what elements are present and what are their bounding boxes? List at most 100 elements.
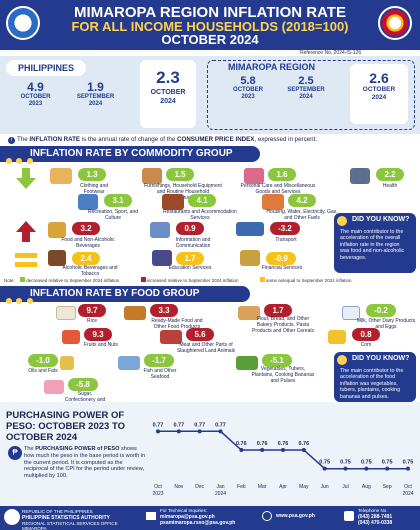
dyk-commodity-text: The main contributor to the acceleration… [334,227,416,273]
footer-email1[interactable]: mimaropa@psa.gov.ph [160,513,215,520]
ph-oct-2023: 4.9 OCTOBER 2023 [8,78,63,126]
footer-contact: For Technical Inquiries: mimaropa@psa.go… [160,508,270,526]
housing-icon [262,194,284,210]
def-pre: The [17,136,30,143]
data-point [406,466,410,471]
data-label: 0.77 [173,422,184,428]
vegetables-icon [236,356,258,370]
commodity-value: 3.2 [72,222,100,235]
data-label: 0.77 [153,422,164,428]
data-point [176,429,181,434]
data-point [343,466,348,471]
bread-icon [238,306,260,320]
tick-year-label: 2024 [402,491,413,497]
recreation-icon [78,194,98,210]
tick-label: Jul [342,484,348,490]
commodity-label: Restaurants and Accommodation Services [163,209,237,221]
footer-website[interactable]: www.psa.gov.ph [276,513,315,519]
pp-body-pre: The [24,446,36,452]
purchasing-power-chart: 0.77Oct20230.77Nov0.77Dec0.77Jan20240.76… [152,422,413,497]
commodity-label: Housing, Water, Electricity, Gas, and Ot… [266,209,338,221]
footer-tel-label: Telephone No. [358,508,388,513]
commodity-label: Personal Care and Miscellaneous Goods an… [240,183,316,195]
tick-label: Aug [362,484,371,490]
commodity-label: Education Services [168,265,212,271]
meat-icon [160,330,182,344]
mim-oct-2024-month: OCTOBER [362,86,396,93]
ready-made-food-icon [124,306,146,320]
food-value: -1.7 [144,354,174,367]
alcohol-icon [48,250,66,266]
food-label: Flour, Bread, and Other Bakery Products,… [252,316,314,334]
food-label: Meat and Other Parts of Slaughtered Land… [176,342,236,354]
personal-care-icon [244,168,264,184]
reference-number: Reference No. 2024-IS-126 [300,50,362,56]
psa-logo-icon [6,6,40,40]
food-label: Fish and Other Seafood [143,368,177,380]
pp-body-post: shows how much the peso in the base peri… [24,446,146,480]
food-value: -5.8 [68,378,98,391]
ph-sep-2024-month: SEPTEMBER [76,94,115,100]
pp-title-3: OCTOBER 2024 [6,432,78,443]
def-term2: CONSUMER PRICE INDEX [177,136,255,143]
email-icon [146,512,156,520]
footer-tel2: (043) 470-0338 [358,519,393,526]
tick-label: Jun [321,484,329,490]
footer-org: REPUBLIC OF THE PHILIPPINES PHILIPPINE S… [22,509,140,530]
food-section-title: INFLATION RATE BY FOOD GROUP [30,288,200,299]
legend-row: Note: decreased relative to September 20… [4,277,416,285]
food-label: Rice [86,318,97,324]
mim-oct-2024: 2.6 OCTOBER 2024 [350,64,408,124]
data-point [239,448,244,452]
footer-org2: PHILIPPINE STATISTICS AUTHORITY [22,514,110,521]
food-label: Corn [360,342,372,348]
commodity-value: 3.1 [104,194,132,207]
dyk-food-header: DID YOU KNOW? [334,352,416,366]
purchasing-power-section [0,402,420,506]
bagong-pilipinas-logo-icon [378,6,412,40]
food-section-header: INFLATION RATE BY FOOD GROUP [0,286,250,302]
tick-year-label: 2024 [215,491,226,497]
commodity-value: 1.7 [176,252,204,265]
tick-label: Sep [383,484,392,490]
commodity-label: Alcoholic Beverages and Tobacco [62,265,118,277]
commodity-value: 2.4 [72,252,100,265]
footer-tech: For Technical Inquiries: [160,508,208,513]
rice-icon [56,306,76,320]
ph-oct-2023-month: OCTOBER [20,94,51,100]
tick-label: Dec [195,484,204,490]
data-point [281,448,285,452]
footer-email2[interactable]: psamimaropa.rsso@psa.gov.ph [160,519,236,526]
fruits-icon [62,330,80,344]
trend-same-icon [14,250,38,270]
financial-icon [240,250,260,266]
food-value: 0.8 [352,328,380,341]
food-value: 3.3 [150,304,178,317]
page-subtitle: FOR ALL INCOME HOUSEHOLDS (2018=100) [71,19,349,34]
pp-title-1: PURCHASING POWER OF [6,410,125,421]
pp-body-term: PURCHASING POWER of PESO [35,446,120,452]
sugar-icon [44,380,64,394]
legend-same-swatch [259,277,265,282]
food-value: 1.7 [264,304,292,317]
commodity-label: Recreation, Sport, and Culture [87,209,139,221]
fish-icon [118,356,140,370]
oils-icon [60,356,74,370]
data-label: 0.76 [257,441,268,447]
data-label: 0.75 [319,460,330,466]
footer-telephone: Telephone No. (043) 288-7491 (043) 470-0… [358,508,418,526]
food-value: -1.0 [28,354,58,367]
peso-icon: ₱ [8,446,22,460]
tick-label: Feb [237,484,246,490]
food-value: -0.2 [366,304,396,317]
transport-icon [236,222,264,236]
inflation-definition: i The INFLATION RATE is the annual rate o… [8,136,418,144]
legend-note: Note: [4,278,15,283]
philippines-label: PHILIPPINES [6,60,86,76]
commodity-value: 2.2 [376,168,404,181]
clothing-icon [50,168,72,184]
commodity-value: 4.2 [288,194,316,207]
footer-org3: REGIONAL STATISTICAL SERVICES OFFICE MIM… [22,520,118,530]
lightbulb-icon [337,355,347,365]
ph-oct-2023-year: 2023 [28,101,43,107]
